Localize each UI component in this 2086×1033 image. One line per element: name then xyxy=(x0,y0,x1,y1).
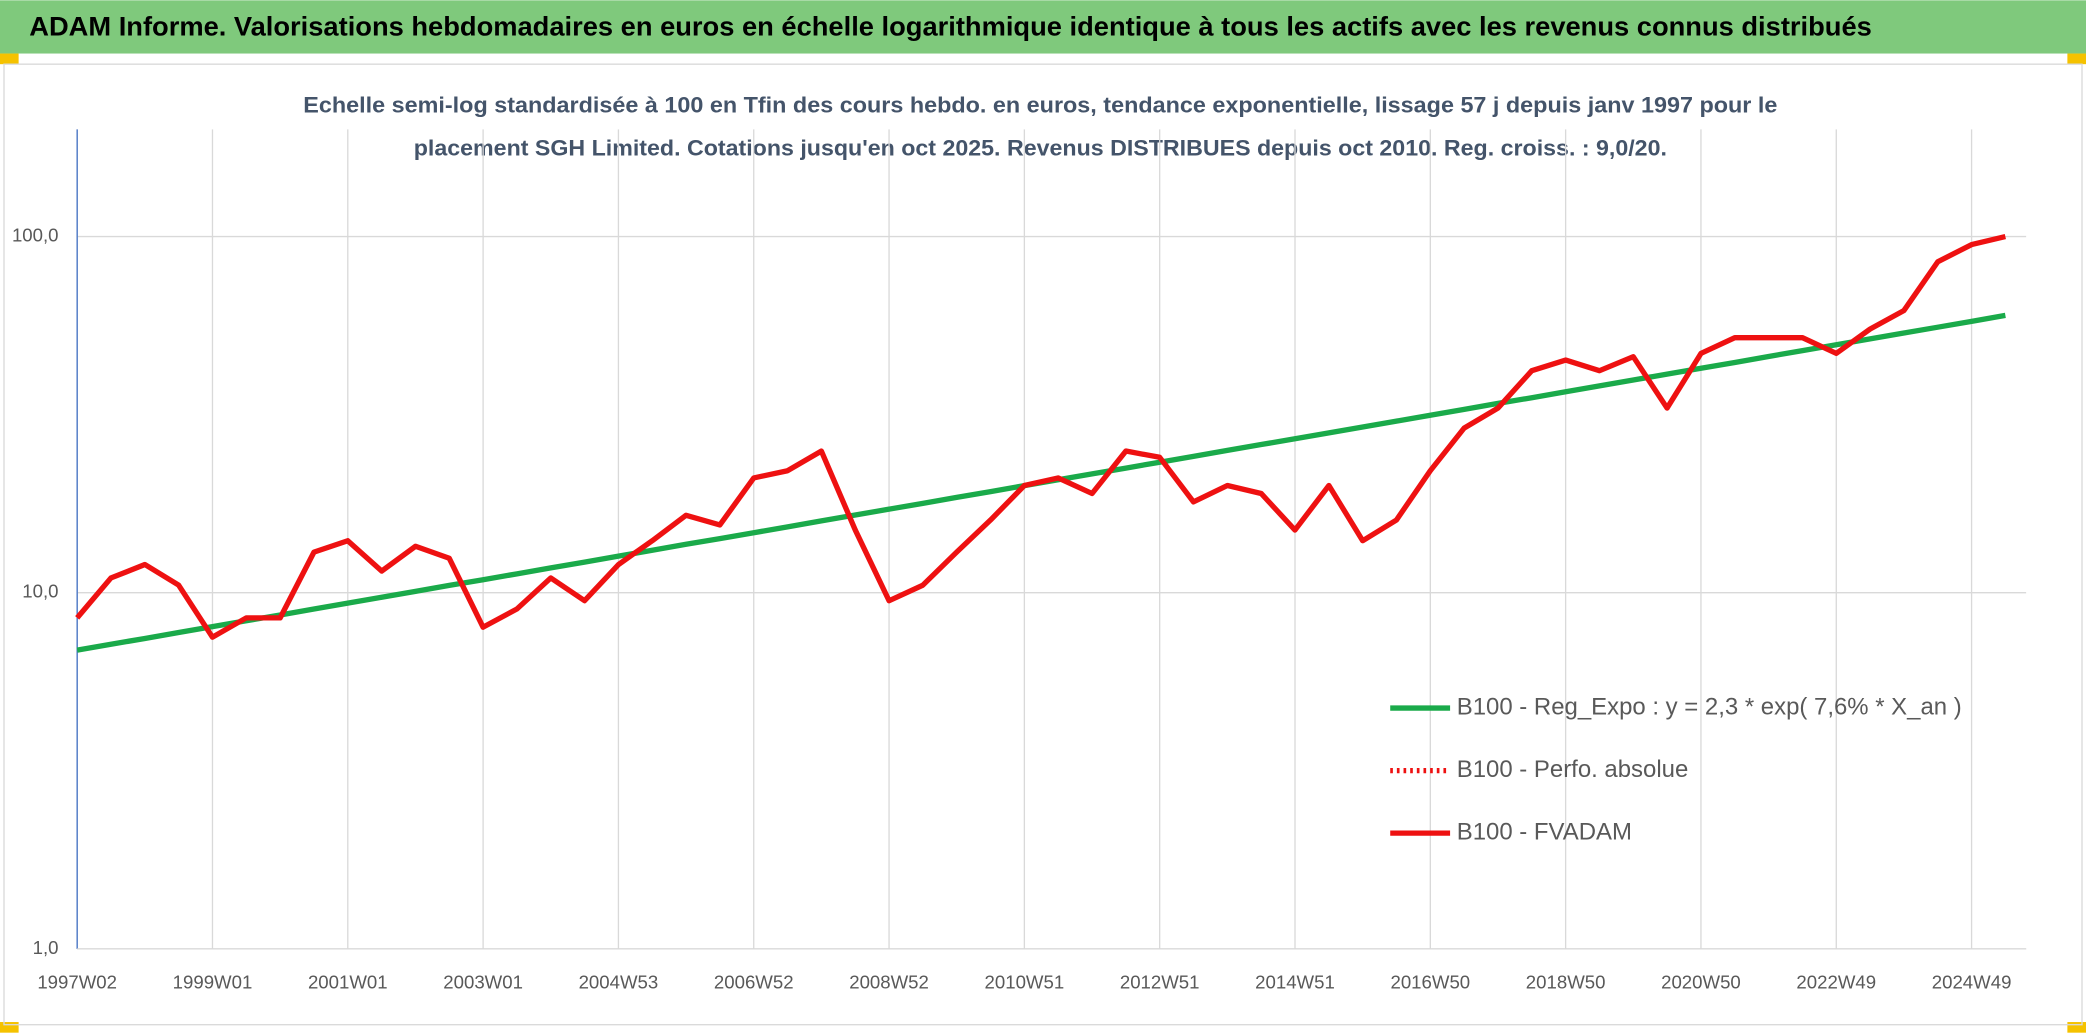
corner-mark xyxy=(0,1022,19,1033)
x-tick-label: 2003W01 xyxy=(443,971,523,992)
x-tick-label: 2020W50 xyxy=(1661,971,1741,992)
y-tick-label: 10,0 xyxy=(22,581,58,602)
x-tick-label: 2004W53 xyxy=(579,971,659,992)
page-title: ADAM Informe. Valorisations hebdomadaire… xyxy=(29,11,1872,41)
x-tick-label: 2008W52 xyxy=(849,971,929,992)
x-tick-label: 2016W50 xyxy=(1390,971,1470,992)
header-bar xyxy=(0,0,2086,54)
x-tick-label: 2018W50 xyxy=(1526,971,1606,992)
chart-subtitle: Echelle semi-log standardisée à 100 en T… xyxy=(303,93,1777,118)
x-tick-label: 2024W49 xyxy=(1932,971,2012,992)
plot-area: 1,0 10,0 100,0 1997W02 1999W01 2001W01 2003W01… xyxy=(12,129,2027,992)
x-tick-label: 2022W49 xyxy=(1796,971,1876,992)
corner-mark xyxy=(0,53,19,65)
corner-mark xyxy=(2067,1022,2086,1033)
x-tick-label: 2014W51 xyxy=(1255,971,1335,992)
x-tick-label: 1999W01 xyxy=(173,971,253,992)
x-tick-label: 2006W52 xyxy=(714,971,794,992)
x-tick-label: 2010W51 xyxy=(985,971,1065,992)
legend-label: B100 - Perfo. absolue xyxy=(1457,756,1689,783)
data-line xyxy=(75,234,2006,640)
legend-label: B100 - Reg_Expo : y = 2,3 * exp( 7,6% * … xyxy=(1457,693,1962,720)
chart-subtitle: placement SGH Limited. Cotations jusqu'e… xyxy=(414,135,1667,160)
x-tick-label: 1997W02 xyxy=(37,971,117,992)
y-tick-label: 1,0 xyxy=(33,937,59,958)
legend-label: B100 - FVADAM xyxy=(1457,818,1632,845)
corner-mark xyxy=(2067,53,2086,65)
x-tick-label: 2012W51 xyxy=(1120,971,1200,992)
x-tick-label: 2001W01 xyxy=(308,971,388,992)
chart-border xyxy=(3,63,2083,1026)
y-tick-label: 100,0 xyxy=(12,224,59,245)
